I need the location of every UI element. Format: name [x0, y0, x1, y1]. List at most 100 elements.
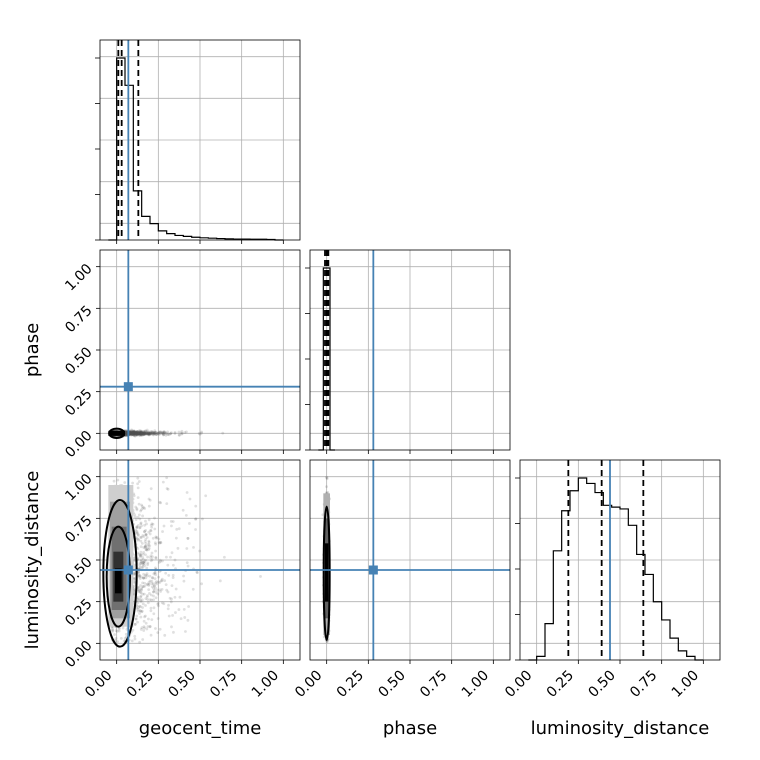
- sample-point: [185, 430, 188, 434]
- sample-point: [124, 432, 128, 436]
- sample-point: [124, 632, 128, 636]
- sample-point: [169, 432, 173, 436]
- sample-point: [142, 506, 146, 509]
- sample-point: [149, 606, 153, 610]
- sample-point: [134, 432, 138, 436]
- sample-point: [149, 431, 152, 435]
- sample-point: [139, 432, 143, 436]
- sample-point: [133, 430, 137, 434]
- sample-point: [151, 576, 154, 579]
- histogram-luminosity_distance: [528, 477, 704, 661]
- sample-point: [147, 432, 151, 436]
- sample-point: [130, 431, 133, 435]
- sample-point: [134, 528, 138, 532]
- y-tick-label: 1.00: [62, 261, 95, 294]
- sample-point: [139, 558, 143, 562]
- sample-point: [167, 573, 171, 577]
- sample-point: [135, 433, 139, 437]
- sample-point: [183, 431, 187, 434]
- sample-point: [129, 431, 133, 435]
- sample-point: [136, 432, 140, 435]
- density-panel-luminosity_distance_vs_phase: 0.00 0.25 0.50 0.75 1.00: [292, 459, 511, 701]
- sample-point: [131, 430, 135, 434]
- sample-point: [129, 433, 133, 437]
- sample-point: [132, 432, 136, 435]
- sample-point: [139, 587, 143, 591]
- sample-point: [180, 432, 184, 436]
- sample-point: [158, 581, 162, 584]
- y-tick-label: 0.00: [62, 428, 95, 461]
- sample-point: [149, 430, 152, 433]
- y-tick-label: 0.25: [62, 596, 95, 629]
- sample-point: [134, 430, 138, 434]
- sample-point: [114, 629, 118, 632]
- sample-point: [140, 432, 144, 436]
- sample-point: [170, 597, 173, 601]
- sample-point: [135, 431, 139, 435]
- sample-point: [176, 546, 180, 550]
- sample-point: [136, 432, 140, 436]
- sample-point: [133, 431, 137, 435]
- y-tick-label: 0.50: [62, 344, 95, 377]
- sample-point: [152, 431, 156, 435]
- sample-point: [144, 548, 148, 552]
- sample-point: [138, 555, 142, 559]
- sample-point: [154, 591, 158, 594]
- sample-point: [129, 431, 132, 435]
- sample-point: [132, 431, 136, 434]
- sample-point: [142, 431, 146, 435]
- sample-point: [138, 431, 141, 435]
- sample-point: [119, 636, 123, 640]
- sample-point: [153, 541, 157, 545]
- sample-point: [149, 432, 153, 436]
- sample-point: [134, 518, 138, 522]
- sample-point: [166, 487, 170, 491]
- sample-point: [134, 430, 138, 434]
- sample-point: [139, 430, 143, 434]
- sample-point: [136, 523, 140, 527]
- sample-point: [129, 431, 133, 435]
- density-content: [108, 427, 225, 440]
- sample-point: [138, 432, 142, 436]
- sample-point: [150, 525, 154, 529]
- sample-point: [156, 588, 159, 592]
- sample-point: [145, 548, 149, 551]
- sample-point: [164, 433, 168, 437]
- sample-point: [139, 591, 143, 595]
- sample-point: [131, 432, 135, 436]
- sample-point: [125, 431, 128, 435]
- sample-point: [159, 579, 163, 583]
- sample-point: [130, 639, 134, 643]
- y-tick-label: 1.00: [62, 471, 95, 504]
- sample-point: [158, 431, 162, 435]
- sample-point: [132, 430, 135, 434]
- density-content: [102, 476, 262, 648]
- sample-point: [143, 433, 147, 436]
- sample-point: [131, 431, 135, 435]
- sample-point: [146, 431, 149, 435]
- sample-point: [144, 432, 148, 436]
- sample-point: [124, 432, 128, 435]
- sample-point: [129, 433, 133, 437]
- sample-point: [138, 431, 142, 434]
- sample-point: [149, 556, 152, 559]
- sample-point: [144, 573, 148, 577]
- sample-point: [182, 579, 186, 583]
- sample-point: [149, 431, 152, 435]
- sample-point: [141, 431, 145, 435]
- sample-point: [131, 431, 135, 435]
- sample-point: [139, 432, 143, 436]
- sample-point: [147, 433, 151, 437]
- sample-point: [147, 431, 150, 435]
- sample-point: [174, 611, 177, 614]
- sample-point: [147, 432, 151, 436]
- sample-point: [157, 560, 161, 564]
- sample-point: [160, 601, 164, 605]
- sample-point: [151, 430, 155, 434]
- sample-point: [147, 431, 150, 434]
- sample-point: [134, 617, 138, 621]
- sample-point: [194, 517, 198, 521]
- sample-point: [169, 555, 172, 559]
- sample-point: [153, 430, 157, 434]
- sample-point: [141, 592, 145, 596]
